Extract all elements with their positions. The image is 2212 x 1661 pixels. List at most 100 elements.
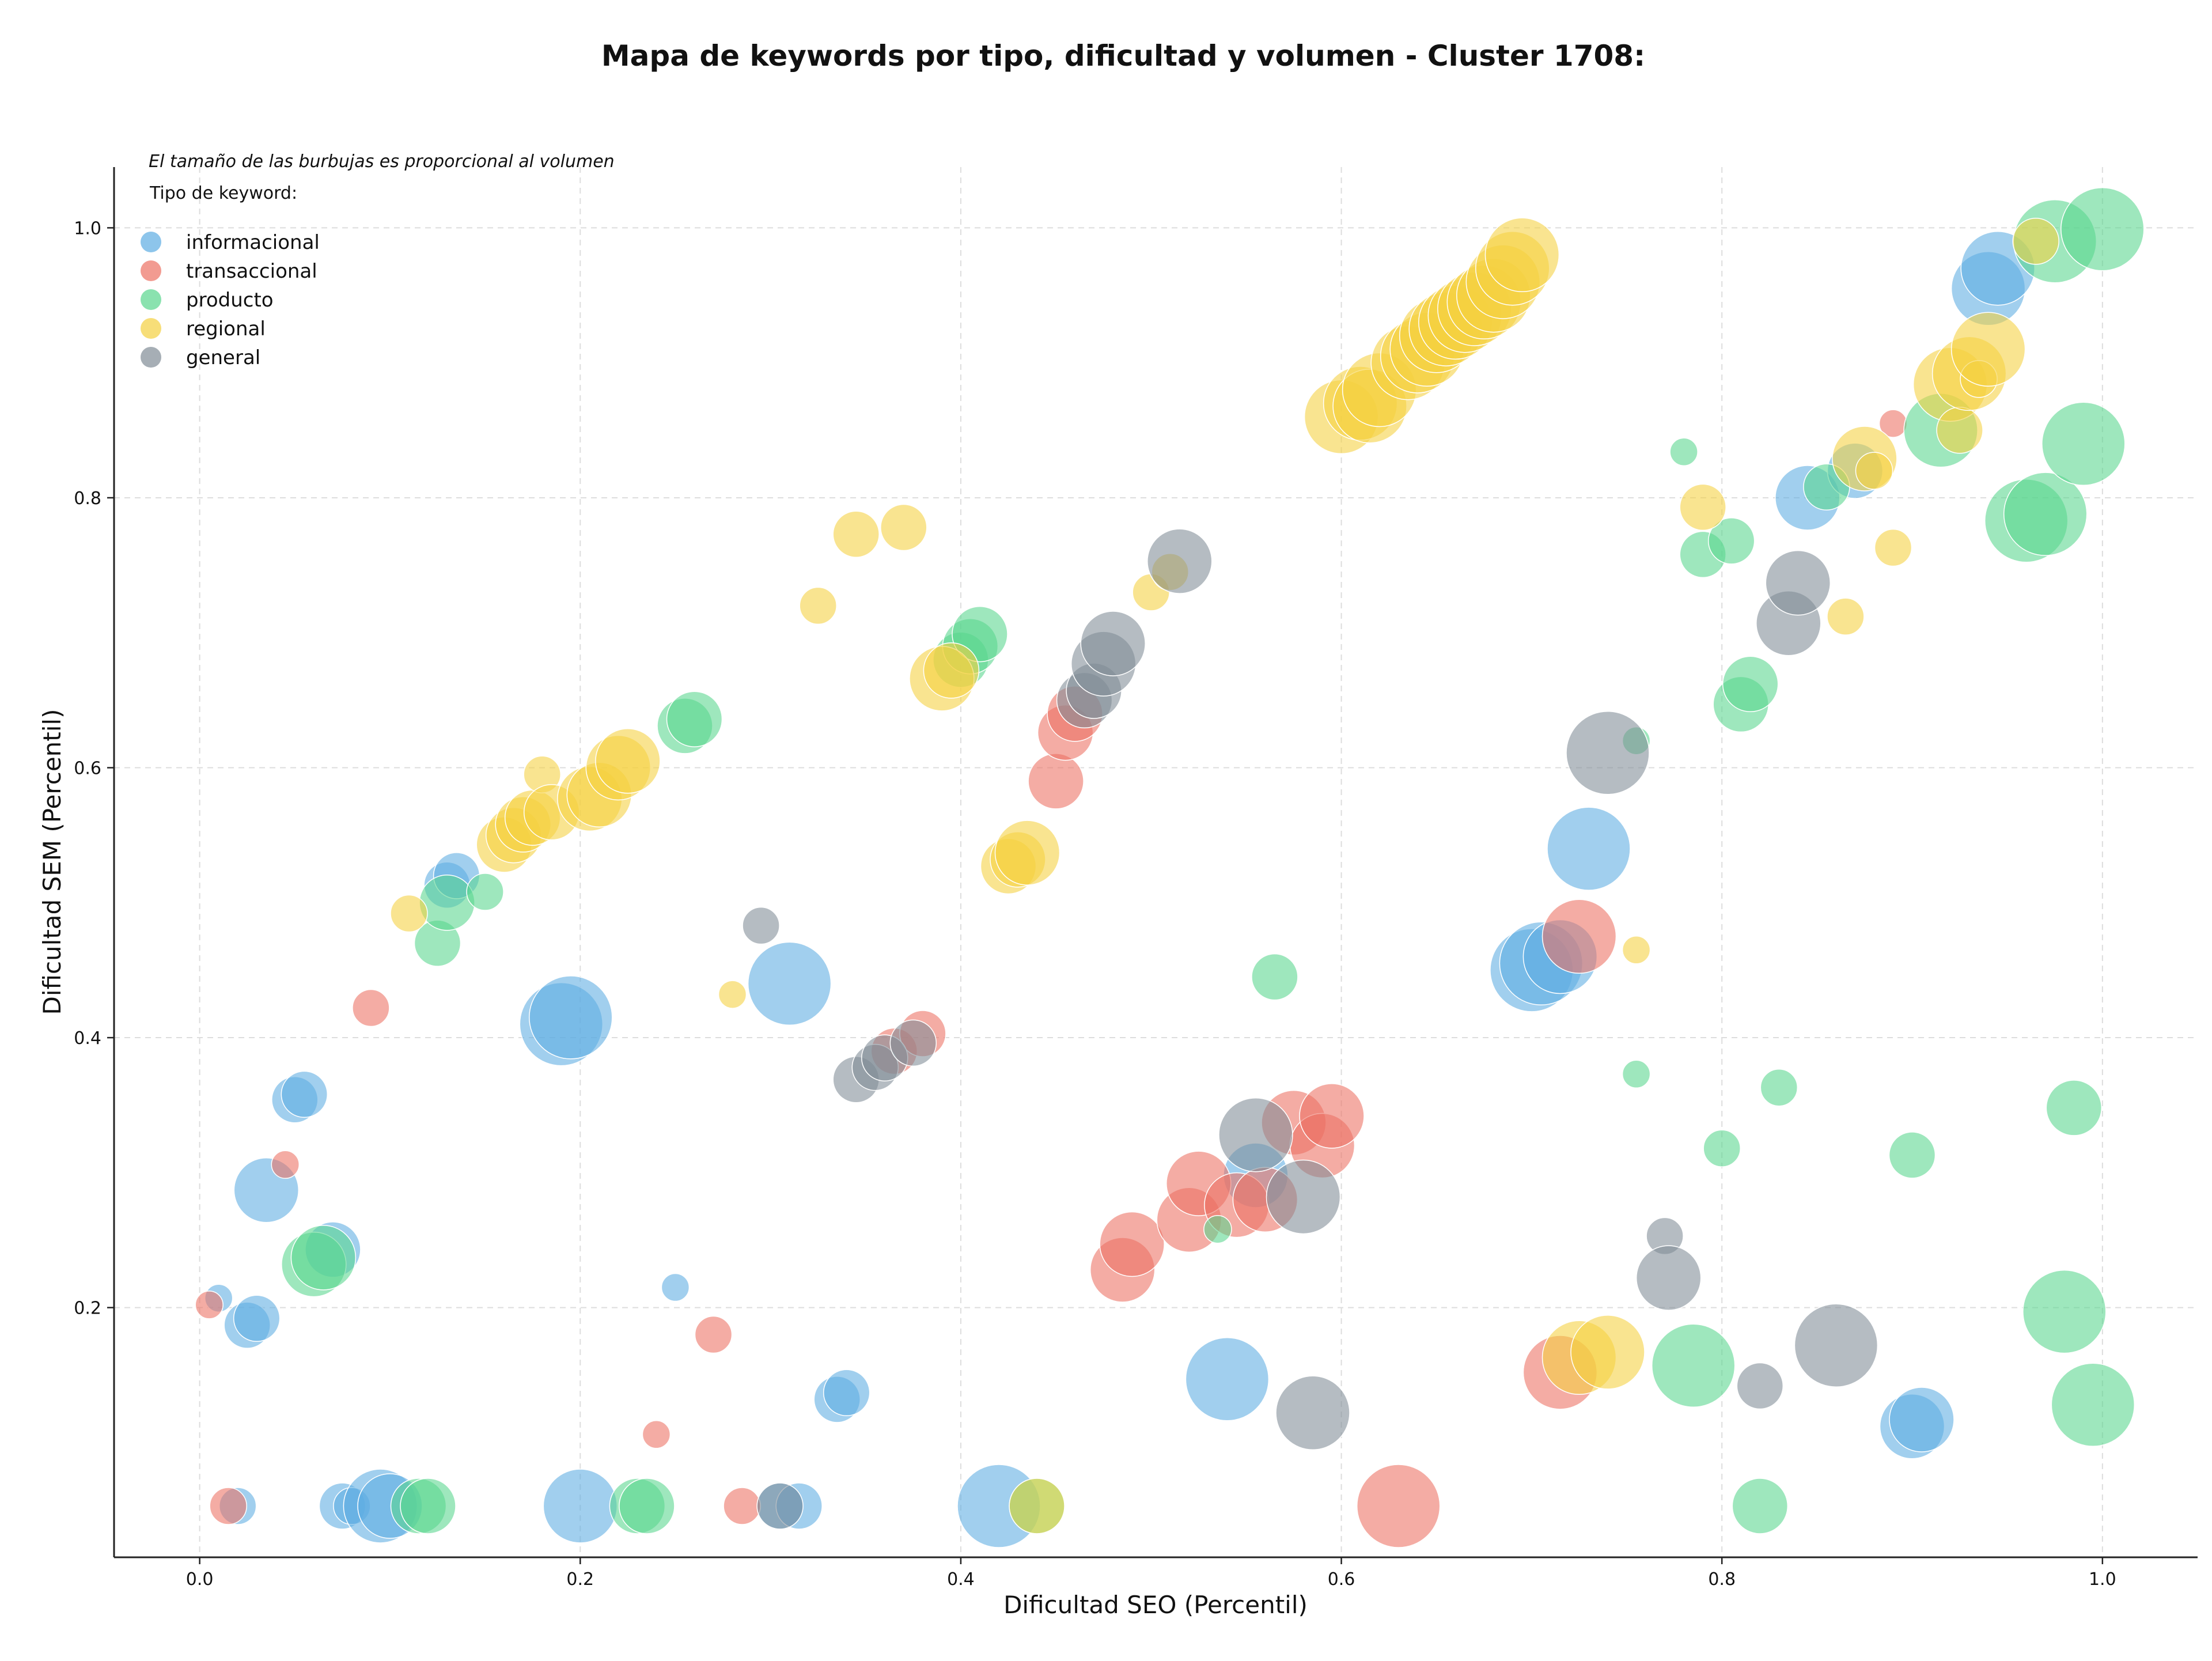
- bubble-regional: [994, 820, 1060, 886]
- bubble-transaccional: [1028, 753, 1084, 809]
- legend-marker-general: [141, 347, 161, 368]
- bubbles: [195, 187, 2145, 1548]
- bubble-general: [1765, 550, 1831, 616]
- bubble-regional: [595, 728, 661, 794]
- bubble-general: [756, 1482, 804, 1530]
- bubble-transaccional: [694, 1315, 733, 1354]
- x-tick-label: 0.8: [1708, 1569, 1736, 1590]
- bubble-regional: [2012, 218, 2059, 265]
- legend-label-informacional: informacional: [186, 231, 320, 254]
- legend-marker-regional: [141, 318, 161, 339]
- bubble-producto: [1732, 1478, 1789, 1534]
- y-tick-label: 0.4: [74, 1028, 101, 1049]
- y-tick-label: 1.0: [74, 218, 101, 239]
- bubble-transaccional: [1299, 1083, 1365, 1149]
- bubble-producto: [1669, 437, 1698, 467]
- bubble-regional: [1950, 312, 2026, 387]
- bubble-producto: [1888, 1132, 1936, 1179]
- bubble-regional: [718, 980, 747, 1009]
- bubble-producto: [2022, 1269, 2107, 1354]
- x-tick-label: 0.0: [186, 1569, 214, 1590]
- bubble-producto: [2046, 1080, 2103, 1136]
- bubble-producto: [1651, 1323, 1736, 1408]
- bubble-general: [1635, 1245, 1702, 1311]
- bubble-informacional: [529, 975, 613, 1060]
- bubble-producto: [2061, 187, 2145, 271]
- legend: informacional transaccional producto region…: [141, 231, 320, 369]
- bubble-producto: [466, 873, 504, 911]
- bubble-producto: [2041, 402, 2126, 486]
- bubble-producto: [666, 691, 723, 747]
- bubble-producto: [2003, 472, 2088, 556]
- bubble-producto: [400, 1478, 456, 1534]
- bubble-producto: [619, 1478, 675, 1534]
- bubble-producto: [419, 875, 475, 931]
- bubble-transaccional: [271, 1150, 300, 1179]
- bubble-general: [1218, 1097, 1293, 1172]
- bubble-informacional: [747, 941, 832, 1026]
- bubble-regional: [923, 642, 980, 699]
- bubble-informacional: [1185, 1337, 1270, 1421]
- bubble-regional: [1936, 407, 1983, 454]
- chart-title: Mapa de keywords por tipo, dificultad y …: [601, 39, 1645, 73]
- bubble-general: [889, 1019, 937, 1067]
- bubble-producto: [1622, 1060, 1651, 1089]
- bubble-producto: [1203, 1214, 1232, 1244]
- bubble-informacional: [1547, 807, 1631, 891]
- legend-marker-informacional: [141, 232, 161, 252]
- bubble-regional: [1827, 597, 1865, 635]
- y-tick-label: 0.6: [74, 759, 101, 779]
- bubble-regional: [390, 894, 428, 933]
- bubble-general: [1275, 1375, 1350, 1451]
- bubble-informacional: [661, 1273, 690, 1302]
- bubble-informacional: [823, 1369, 870, 1416]
- legend-label-regional: regional: [186, 317, 266, 340]
- bubble-regional: [1570, 1315, 1645, 1390]
- bubble-regional: [1874, 528, 1912, 567]
- bubble-general: [1794, 1303, 1878, 1387]
- y-ticks: 0.2 0.4 0.6 0.8 1.0: [74, 218, 114, 1319]
- bubble-general: [1566, 710, 1650, 795]
- bubble-informacional: [1889, 1387, 1955, 1452]
- bubble-producto: [1703, 1129, 1741, 1167]
- x-tick-label: 0.2: [566, 1569, 594, 1590]
- bubble-producto: [1251, 953, 1298, 1001]
- bubble-transaccional: [1541, 899, 1617, 974]
- y-tick-label: 0.2: [74, 1299, 101, 1319]
- bubble-general: [1266, 1159, 1341, 1235]
- legend-marker-producto: [141, 289, 161, 310]
- bubble-regional: [1484, 217, 1560, 293]
- legend-label-transaccional: transaccional: [186, 260, 317, 283]
- bubble-transaccional: [1356, 1464, 1441, 1548]
- x-tick-label: 0.4: [947, 1569, 975, 1590]
- bubble-informacional: [281, 1070, 328, 1118]
- bubble-regional: [1622, 936, 1651, 964]
- bubble-general: [1147, 528, 1213, 594]
- x-ticks: 0.0 0.2 0.4 0.6 0.8 1.0: [186, 1557, 2116, 1590]
- legend-marker-transaccional: [141, 260, 161, 281]
- bubble-producto: [290, 1225, 357, 1291]
- grid: [114, 167, 2198, 1557]
- bubble-regional: [1009, 1478, 1065, 1534]
- bubble-regional: [832, 510, 880, 558]
- bubble-informacional: [233, 1295, 281, 1342]
- bubble-transaccional: [195, 1291, 224, 1319]
- legend-title: Tipo de keyword:: [149, 183, 297, 203]
- bubble-regional: [1855, 452, 1893, 490]
- bubble-informacional: [543, 1469, 618, 1543]
- bubble-transaccional: [1099, 1211, 1165, 1277]
- bubble-general: [1080, 611, 1146, 676]
- legend-label-general: general: [186, 346, 260, 369]
- legend-label-producto: producto: [186, 289, 274, 312]
- bubble-producto: [1722, 656, 1779, 713]
- x-tick-label: 0.6: [1328, 1569, 1355, 1590]
- x-tick-label: 1.0: [2089, 1569, 2116, 1590]
- bubble-regional: [1679, 483, 1726, 531]
- bubble-transaccional: [209, 1487, 247, 1525]
- bubble-transaccional: [352, 989, 390, 1027]
- bubble-regional: [880, 504, 927, 551]
- bubble-transaccional: [723, 1487, 761, 1525]
- bubble-general: [742, 906, 780, 945]
- bubble-producto: [2051, 1363, 2135, 1447]
